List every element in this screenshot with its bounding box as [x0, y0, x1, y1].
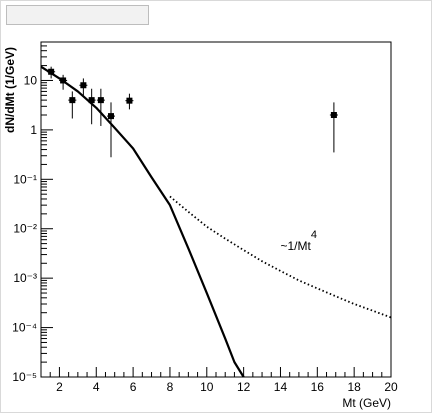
data-point — [59, 74, 68, 90]
x-tick-label: 2 — [56, 380, 63, 394]
fit-curve — [40, 65, 245, 378]
data-marker — [60, 77, 67, 84]
chart-title-box — [6, 5, 149, 25]
data-point — [47, 66, 56, 79]
data-point — [79, 78, 88, 96]
annotation-label: ~1/Mt4 — [280, 229, 316, 253]
y-tick-label: 10⁻⁵ — [12, 370, 37, 384]
y-tick-label: 10⁻⁴ — [12, 321, 37, 335]
x-tick-label: 20 — [384, 380, 398, 394]
annotation-superscript: 4 — [311, 229, 317, 241]
x-tick-label: 10 — [200, 380, 214, 394]
x-tick-label: 12 — [237, 380, 251, 394]
y-tick-label: 10⁻¹ — [13, 172, 37, 186]
y-tick-label: 1 — [30, 123, 37, 137]
data-marker — [48, 68, 55, 75]
data-point — [329, 102, 338, 153]
data-marker — [108, 113, 114, 120]
data-marker — [80, 82, 87, 89]
data-point — [96, 88, 105, 126]
x-tick-label: 4 — [93, 380, 100, 394]
y-tick-label: 10⁻² — [13, 222, 37, 236]
data-point — [87, 88, 96, 125]
data-marker — [126, 97, 133, 104]
x-tick-label: 18 — [347, 380, 361, 394]
data-point — [125, 93, 134, 110]
power-law-curve — [169, 195, 392, 319]
x-tick-label: 14 — [274, 380, 288, 394]
x-axis-title: Mt (GeV) — [342, 396, 391, 410]
x-tick-label: 8 — [167, 380, 174, 394]
x-tick-label: 16 — [311, 380, 325, 394]
plot-area-frame — [40, 41, 392, 378]
data-marker — [330, 112, 337, 119]
annotation-text: ~1/Mt — [280, 239, 311, 253]
y-axis-title: dN/dMt (1/GeV) — [3, 47, 17, 133]
y-tick-label: 10 — [24, 73, 38, 87]
x-tick-label: 6 — [130, 380, 137, 394]
data-marker — [97, 97, 104, 104]
data-point — [107, 102, 115, 158]
data-marker — [69, 97, 76, 104]
data-marker — [88, 97, 95, 104]
data-point — [68, 91, 77, 119]
y-tick-label: 10⁻³ — [13, 271, 37, 285]
